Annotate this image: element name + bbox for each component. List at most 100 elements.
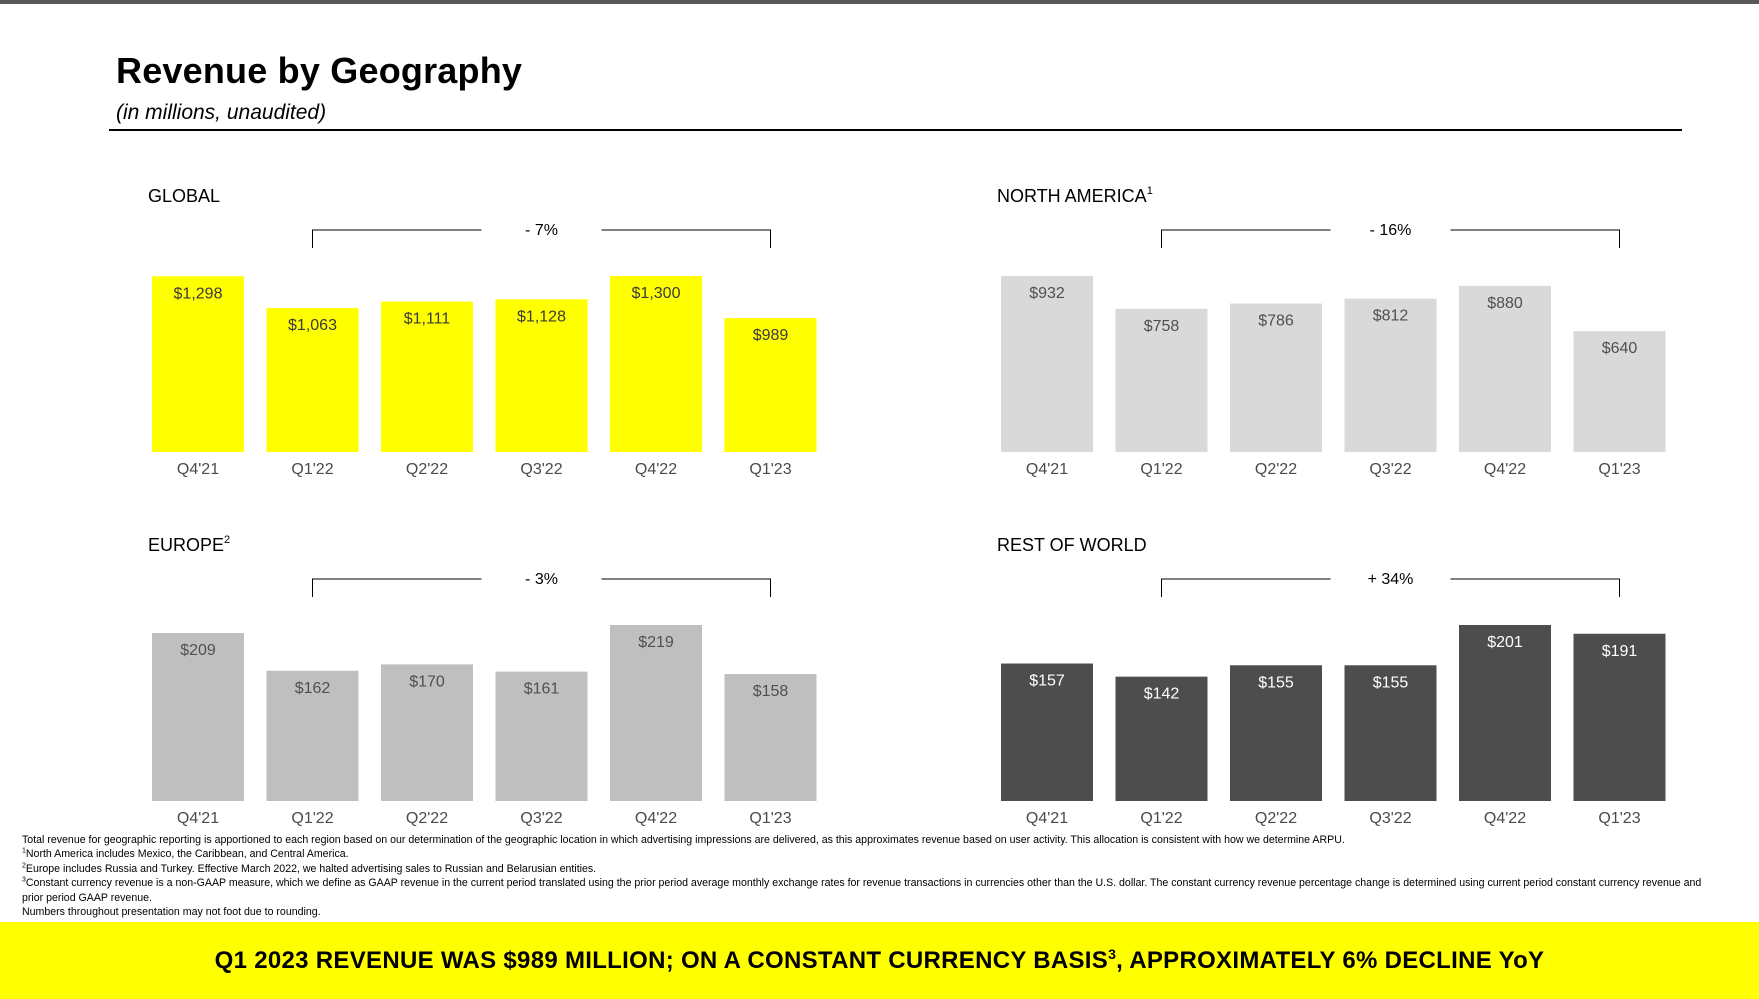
data-label: $932 [1029,285,1065,302]
chart-title-footnote-mark: 1 [1147,185,1153,197]
data-label: $161 [524,681,560,698]
summary-banner-text: Q1 2023 REVENUE WAS $989 MILLION; ON A C… [215,946,1545,975]
change-percentage: - 3% [525,571,558,588]
footnote-3-mark: 3 [22,876,26,884]
data-label: $640 [1602,340,1638,357]
data-label: $162 [295,680,331,697]
data-label: $155 [1373,674,1409,691]
summary-banner-footnote-mark: 3 [1108,946,1117,962]
bar [1001,276,1093,452]
chart-title-text: REST OF WORLD [997,535,1147,555]
data-label: $1,300 [632,285,681,302]
data-label: $880 [1487,295,1523,312]
change-bracket-right [1450,578,1620,597]
footnote-2-text: Europe includes Russia and Turkey. Effec… [25,862,597,875]
category-label: Q3'22 [1369,810,1411,827]
bar [610,625,702,801]
chart-panel-rest-of-world: REST OF WORLD + 34% $157 Q4'21 $142 Q1'22 $155… [989,531,1749,861]
chart-panel-north-america: NORTH AMERICA1 - 16% $932 Q4'21 $758 Q1'22 $78… [989,182,1749,512]
chart-title: EUROPE2 [148,534,230,555]
category-label: Q1'23 [1598,461,1640,478]
bar [1115,308,1208,452]
category-label: Q2'22 [1255,810,1297,827]
data-label: $1,111 [404,311,451,328]
footnote-1-mark: 1 [22,847,26,855]
bar [1230,303,1322,452]
category-label: Q1'22 [291,461,333,478]
data-label: $157 [1029,673,1065,690]
change-bracket-left [312,229,482,248]
chart-north-america: NORTH AMERICA1 - 16% $932 Q4'21 $758 Q1'22 $78… [997,185,1666,478]
chart-title: NORTH AMERICA1 [997,185,1153,206]
chart-title: REST OF WORLD [997,535,1147,555]
change-bracket-left [1161,229,1331,248]
data-label: $1,128 [517,308,566,325]
summary-banner: Q1 2023 REVENUE WAS $989 MILLION; ON A C… [0,922,1759,999]
category-label: Q3'22 [520,461,562,478]
category-label: Q4'22 [635,461,677,478]
bar [724,674,817,801]
change-bracket-right [601,229,771,248]
category-label: Q3'22 [520,810,562,827]
change-bracket-right [601,578,771,597]
bar [1459,625,1551,801]
bar [266,308,359,452]
data-label: $142 [1144,686,1180,703]
bar [495,299,588,452]
data-label: $989 [753,327,789,344]
footnote-3-text: Constant currency revenue is a non-GAAP … [22,877,1702,904]
category-label: Q1'22 [291,810,333,827]
footnote-3: 3Constant currency revenue is a non-GAAP… [22,876,1722,905]
footnote-2-mark: 2 [22,862,26,870]
footnote-1: 1North America includes Mexico, the Cari… [22,847,1722,861]
change-percentage: - 16% [1370,222,1412,239]
change-percentage: + 34% [1368,571,1414,588]
category-label: Q2'22 [1255,461,1297,478]
chart-title-text: NORTH AMERICA [997,186,1147,206]
chart-title-text: GLOBAL [148,186,220,206]
chart-rest-of-world: REST OF WORLD + 34% $157 Q4'21 $142 Q1'22 $155… [997,535,1666,827]
footnote-2: 2Europe includes Russia and Turkey. Effe… [22,862,1722,876]
category-label: Q2'22 [406,810,448,827]
category-label: Q1'23 [749,461,791,478]
bar [266,670,359,801]
data-label: $191 [1602,643,1638,660]
data-label: $155 [1258,674,1294,691]
bar [152,633,244,801]
data-label: $786 [1258,313,1294,330]
data-label: $758 [1144,318,1180,335]
bar [1115,676,1208,801]
chart-europe: EUROPE2 - 3% $209 Q4'21 $162 Q1'22 $170 Q2'22 $1… [148,534,817,827]
bar [1344,298,1437,452]
category-label: Q4'22 [1484,461,1526,478]
category-label: Q4'21 [1026,461,1068,478]
bar [381,301,473,452]
chart-panel-global: GLOBAL - 7% $1,298 Q4'21 $1,063 Q1'22 $1,111 Q2… [140,182,900,512]
data-label: $1,298 [174,285,223,302]
chart-title: GLOBAL [148,186,220,206]
chart-panel-europe: EUROPE2 - 3% $209 Q4'21 $162 Q1'22 $170 Q2'22 $1… [140,531,900,861]
category-label: Q1'22 [1140,461,1182,478]
bar [152,276,244,452]
page-subtitle: (in millions, unaudited) [116,101,327,124]
bar [1459,285,1551,452]
category-label: Q4'21 [177,461,219,478]
data-label: $812 [1373,308,1409,325]
category-label: Q1'22 [1140,810,1182,827]
data-label: $219 [638,634,674,651]
data-label: $170 [409,673,445,690]
category-label: Q1'23 [749,810,791,827]
bar [381,664,473,801]
chart-title-text: EUROPE [148,535,224,555]
category-label: Q2'22 [406,461,448,478]
data-label: $158 [753,683,789,700]
category-label: Q4'21 [1026,810,1068,827]
footnote-rounding: Numbers throughout presentation may not … [22,906,321,919]
category-label: Q4'21 [177,810,219,827]
category-label: Q4'22 [1484,810,1526,827]
chart-title-footnote-mark: 2 [224,534,230,546]
bar [1573,331,1666,452]
data-label: $209 [180,642,216,659]
title-divider [109,129,1682,131]
bar [495,671,588,801]
